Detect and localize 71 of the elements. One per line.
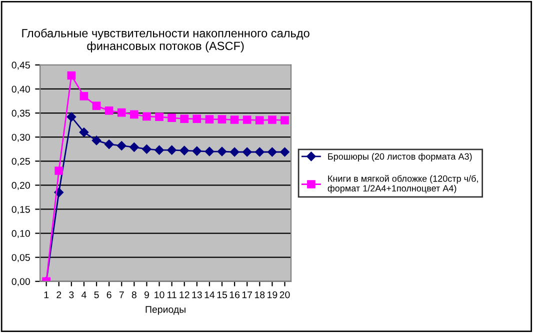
point bbox=[54, 166, 64, 175]
point bbox=[255, 147, 264, 157]
x-tick-label: 4 bbox=[81, 291, 86, 298]
point bbox=[104, 106, 114, 115]
x-tick-label: 20 bbox=[280, 291, 290, 298]
point bbox=[280, 116, 289, 124]
point bbox=[230, 147, 240, 157]
x-axis-title: Периоды bbox=[146, 306, 186, 315]
point bbox=[280, 147, 290, 157]
point bbox=[67, 71, 76, 80]
point bbox=[130, 142, 139, 152]
y-tick-label: 0,45 bbox=[12, 62, 30, 70]
x-tick-label: 9 bbox=[144, 291, 149, 298]
y-tick-label: 0,00 bbox=[12, 278, 30, 286]
x-tick-label: 2 bbox=[56, 291, 62, 298]
x-tick-label: 10 bbox=[154, 291, 164, 298]
x-tick-label: 5 bbox=[94, 291, 99, 298]
point bbox=[92, 102, 101, 110]
point bbox=[205, 115, 214, 124]
x-tick-label: 6 bbox=[106, 291, 112, 298]
x-tick-label: 17 bbox=[242, 291, 252, 298]
point bbox=[142, 144, 152, 154]
x-tick-label: 1 bbox=[44, 291, 49, 298]
point bbox=[218, 115, 226, 124]
x-tick-label: 19 bbox=[268, 291, 278, 298]
point bbox=[116, 141, 126, 150]
point bbox=[154, 145, 164, 155]
legend-label: Книги в мягкой обложке (120стр ч/б, формат 1/2А4+1полноцвет А4) bbox=[328, 174, 478, 194]
point bbox=[217, 146, 227, 156]
x-tick-label: 12 bbox=[180, 291, 190, 298]
point bbox=[167, 145, 176, 155]
point bbox=[230, 116, 239, 124]
point bbox=[80, 92, 88, 100]
point bbox=[142, 112, 151, 121]
point bbox=[168, 114, 176, 122]
y-tick-label: 0,15 bbox=[12, 206, 30, 214]
x-tick-label: 14 bbox=[204, 291, 215, 298]
point bbox=[92, 136, 102, 146]
x-tick-label: 7 bbox=[119, 291, 124, 298]
point bbox=[268, 147, 277, 157]
point bbox=[180, 146, 189, 156]
y-tick-label: 0,05 bbox=[12, 254, 30, 262]
x-tick-label: 16 bbox=[230, 291, 240, 298]
point bbox=[242, 116, 252, 124]
y-tick-label: 0,25 bbox=[12, 158, 30, 166]
y-tick-label: 0,10 bbox=[12, 230, 30, 238]
x-tick-label: 18 bbox=[254, 291, 265, 298]
x-tick-label: 3 bbox=[69, 291, 74, 298]
y-tick-label: 0,30 bbox=[12, 134, 30, 142]
point bbox=[204, 146, 214, 156]
point bbox=[104, 140, 114, 149]
point bbox=[242, 147, 252, 157]
x-tick-label: 15 bbox=[217, 291, 228, 298]
point bbox=[192, 114, 202, 123]
y-tick-label: 0,35 bbox=[12, 110, 30, 118]
point bbox=[155, 112, 164, 122]
x-tick-label: 13 bbox=[192, 291, 202, 298]
legend-label: Брошюры (20 листов формата А3) bbox=[328, 153, 472, 162]
y-tick-label: 0,40 bbox=[12, 86, 30, 94]
point bbox=[66, 112, 76, 122]
point bbox=[79, 128, 89, 137]
chart-title: Глобальные чувствительности накопленного сальдо финансовых потоков (ASCF) bbox=[22, 28, 310, 52]
point bbox=[268, 116, 276, 124]
point bbox=[255, 116, 264, 124]
point bbox=[180, 114, 189, 123]
y-tick-label: 0,20 bbox=[12, 182, 30, 190]
point bbox=[192, 146, 202, 156]
point bbox=[117, 108, 126, 117]
point bbox=[130, 110, 138, 119]
x-tick-label: 11 bbox=[168, 291, 176, 298]
x-tick-label: 8 bbox=[132, 291, 136, 298]
